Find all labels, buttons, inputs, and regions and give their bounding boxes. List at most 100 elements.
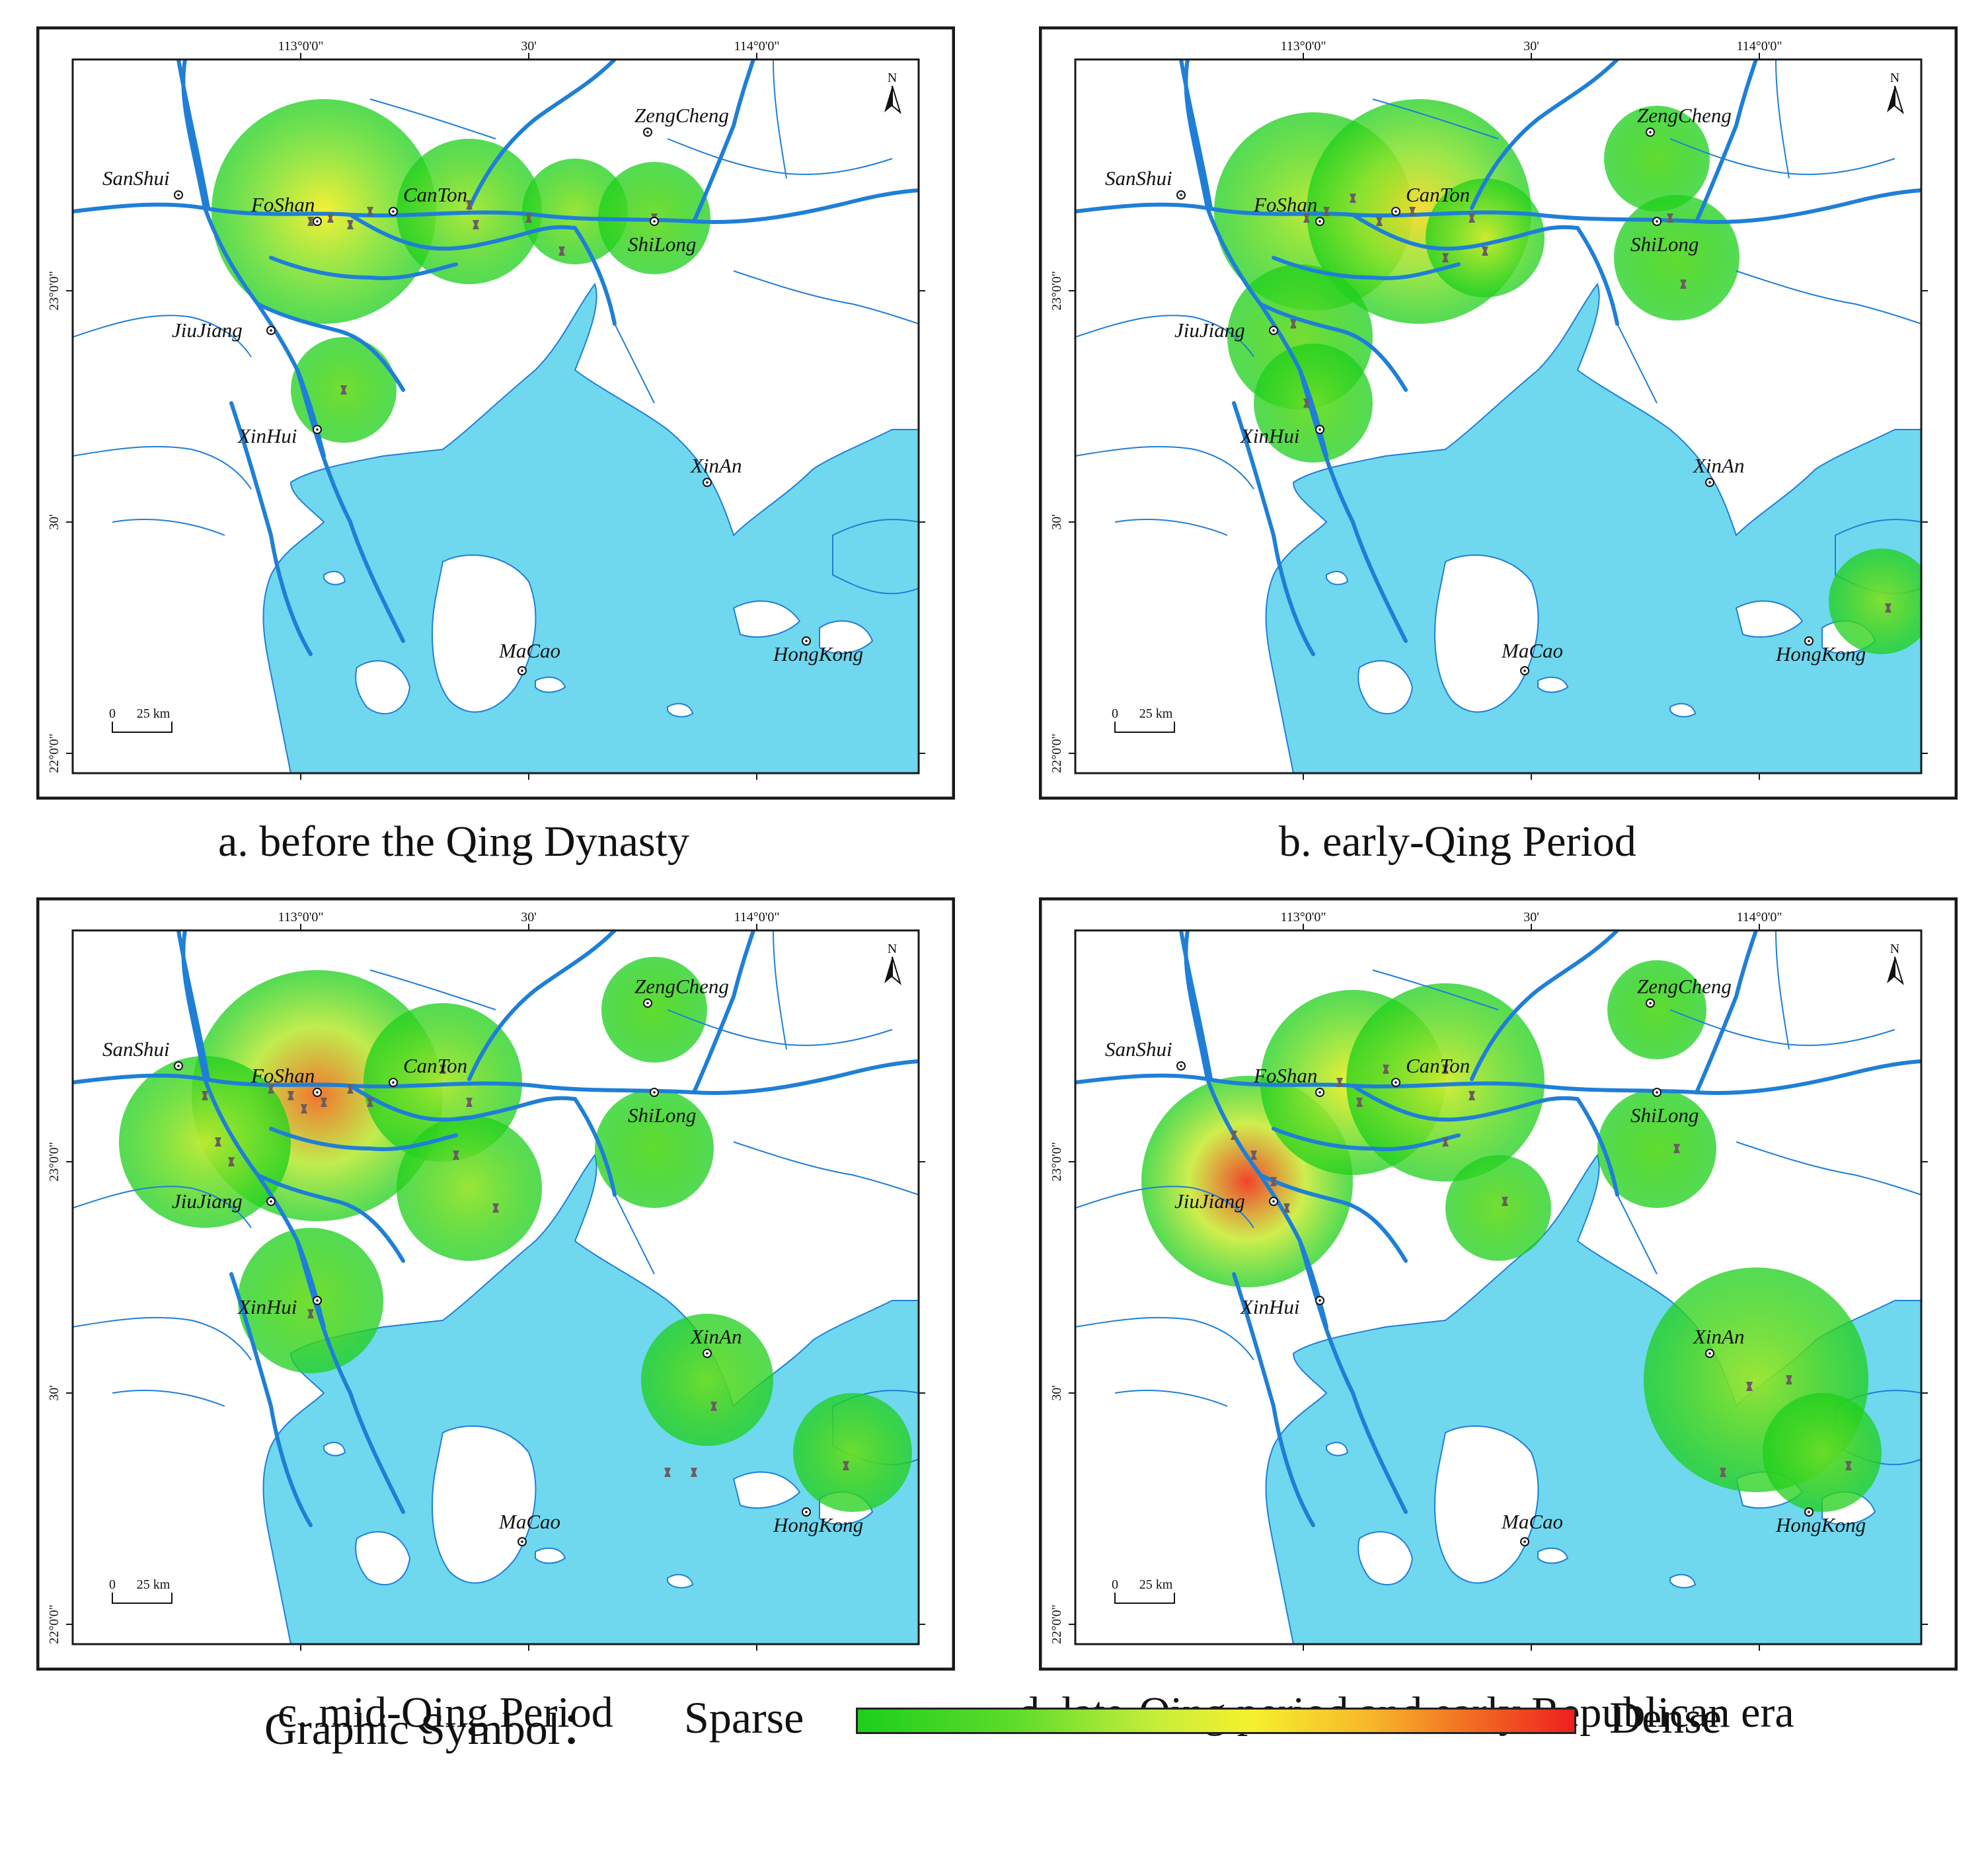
place-label-macao: MaCao <box>498 639 560 662</box>
site-marker <box>1383 1065 1389 1074</box>
site-marker <box>1746 1382 1753 1391</box>
scale-value-label: 25 km <box>1139 706 1173 721</box>
major-river <box>295 368 405 643</box>
north-label: N <box>1890 71 1899 85</box>
major-river <box>229 401 313 656</box>
island <box>355 1531 411 1585</box>
minor-river <box>1075 1316 1254 1361</box>
island <box>1537 676 1569 693</box>
island <box>432 554 537 713</box>
major-river <box>348 213 577 251</box>
heat-hotspot <box>1445 1155 1551 1261</box>
minor-river <box>667 138 893 175</box>
map-panel-d: 113°0'0" 30' 114°0'0" 23°0'0" 30' 22°0'0" N 0 25… <box>1039 897 1958 1671</box>
major-river <box>1232 1272 1315 1527</box>
major-river <box>181 59 207 210</box>
major-river <box>692 59 755 223</box>
panel-caption-b: b. early-Qing Period <box>1279 817 1636 866</box>
major-river <box>203 206 326 458</box>
minor-river <box>1775 930 1790 1050</box>
lat-label: 23°0'0" <box>47 271 61 311</box>
major-river <box>1298 368 1408 643</box>
minor-river <box>1617 323 1658 404</box>
lon-label: 113°0'0" <box>278 910 323 925</box>
minor-river <box>1114 519 1228 536</box>
site-marker <box>347 1084 354 1094</box>
heat-hotspot <box>522 159 628 264</box>
site-marker <box>558 246 565 256</box>
estuary-water <box>262 282 919 773</box>
place-label-xinhui: XinHui <box>1239 1295 1300 1318</box>
heat-hotspot <box>1607 960 1706 1059</box>
site-marker <box>1409 207 1416 216</box>
place-label-jiujiang: JiuJiang <box>1174 319 1245 342</box>
site-marker <box>1442 1137 1449 1147</box>
site-marker <box>1885 603 1892 613</box>
place-label-sanshui: SanShui <box>1105 167 1172 190</box>
map-body: 113°0'0" 30' 114°0'0" 23°0'0" 30' 22°0'0" N 0 25… <box>47 910 925 1651</box>
lon-label: 113°0'0" <box>1280 910 1326 925</box>
major-river <box>467 930 617 1081</box>
lon-label: 114°0'0" <box>1736 910 1782 925</box>
scale-zero-label: 0 <box>109 1577 116 1592</box>
site-marker <box>1673 1144 1680 1153</box>
lon-label: 113°0'0" <box>278 39 323 54</box>
lat-label: 22°0'0" <box>1050 734 1064 773</box>
site-marker <box>301 1104 307 1113</box>
major-river <box>573 1097 617 1197</box>
estuary-water <box>1265 282 1921 773</box>
place-label-zengcheng: ZengCheng <box>1637 104 1732 127</box>
place-label-xinhui: XinHui <box>237 1295 297 1318</box>
minor-river <box>773 930 787 1050</box>
minor-river <box>667 1009 893 1046</box>
minor-river <box>1775 59 1790 179</box>
island <box>355 660 411 714</box>
place-label-shilong: ShiLong <box>1630 233 1699 256</box>
site-marker <box>1667 213 1673 223</box>
site-marker <box>473 220 479 229</box>
island <box>1537 1547 1569 1564</box>
major-river <box>1258 1173 1408 1263</box>
legend-title: Graphic Symbol： <box>264 1704 605 1754</box>
place-label-canton: CanTon <box>403 183 467 206</box>
place-label-macao: MaCao <box>1501 1510 1563 1533</box>
site-marker <box>664 1468 671 1477</box>
minor-river <box>1114 1390 1228 1407</box>
site-marker <box>1303 398 1310 408</box>
site-marker <box>440 1065 446 1074</box>
heat-hotspot <box>595 1089 714 1208</box>
minor-river <box>614 1194 655 1275</box>
place-label-hongkong: HongKong <box>1775 642 1866 665</box>
site-marker <box>1469 1091 1475 1100</box>
minor-river <box>1736 270 1921 324</box>
lon-label: 30' <box>521 39 537 54</box>
legend-sparse-label: Sparse <box>684 1692 804 1743</box>
site-marker <box>1283 1203 1290 1213</box>
major-river <box>348 1084 577 1122</box>
heat-hotspot <box>1426 178 1545 297</box>
lon-label: 114°0'0" <box>1736 39 1782 54</box>
site-marker <box>1786 1375 1792 1384</box>
north-label: N <box>888 71 897 85</box>
site-marker <box>1231 1131 1237 1140</box>
minor-river <box>1617 1194 1658 1275</box>
place-label-xinan: XinAn <box>689 1325 742 1348</box>
site-marker <box>367 207 373 216</box>
minor-river <box>369 969 496 1010</box>
lat-label: 22°0'0" <box>47 1604 61 1644</box>
site-marker <box>367 1098 373 1107</box>
lat-label: 22°0'0" <box>1050 1604 1064 1644</box>
major-river <box>256 1173 405 1263</box>
heat-hotspot <box>1829 548 1921 654</box>
scale-value-label: 25 km <box>137 706 171 721</box>
major-river <box>573 226 617 326</box>
place-label-canton: CanTon <box>403 1054 467 1077</box>
site-marker <box>1442 253 1449 262</box>
major-river <box>1272 256 1461 280</box>
site-marker <box>453 1151 459 1160</box>
place-label-hongkong: HongKong <box>1775 1513 1866 1536</box>
estuary-water <box>832 519 919 595</box>
minor-river <box>369 98 496 139</box>
place-label-xinan: XinAn <box>689 454 742 477</box>
major-river <box>1351 1084 1580 1122</box>
